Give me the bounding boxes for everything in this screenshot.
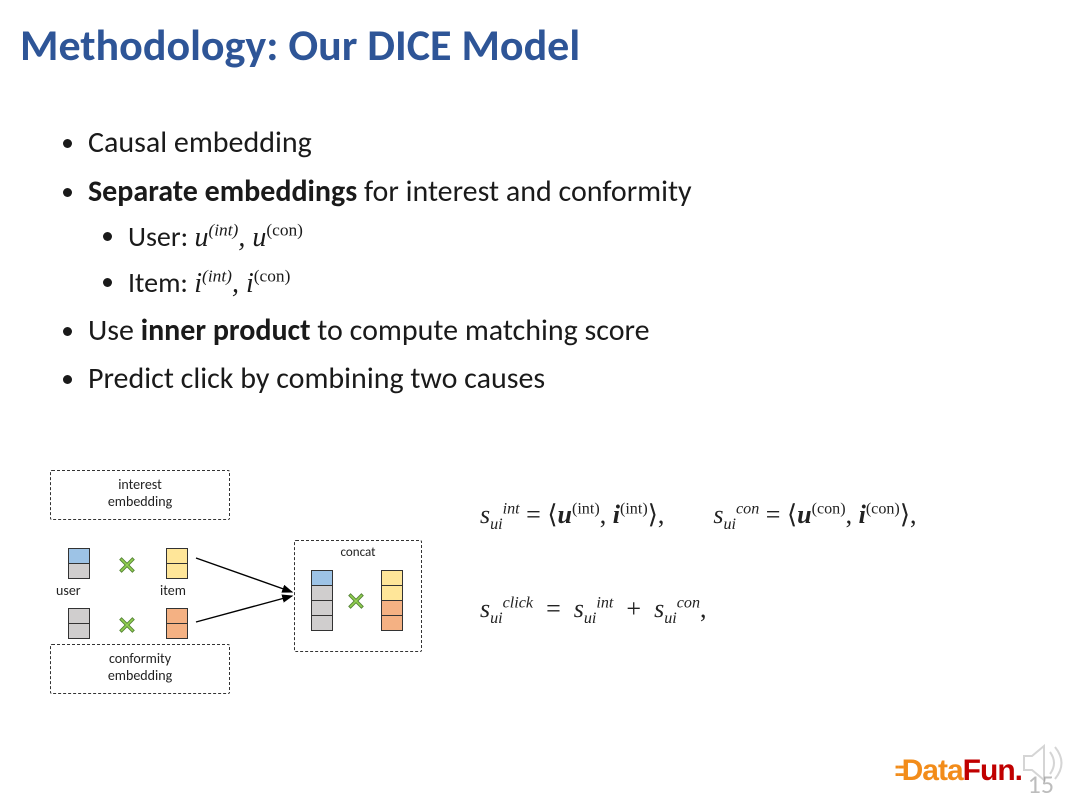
embedding-diagram: interest embedding conformity embedding … — [32, 470, 452, 730]
interest-embedding-box: interest embedding — [50, 470, 230, 520]
bullet-3-bold: inner product — [141, 312, 311, 349]
conformity-embedding-box: conformity embedding — [50, 644, 230, 694]
concat-label: concat — [295, 545, 421, 560]
bullet-2a-prefix: User: — [128, 219, 194, 254]
bullet-4: Predict click by combining two causes — [88, 356, 692, 403]
logo-dots: ::: — [894, 759, 902, 781]
inner-product-icon — [347, 592, 365, 610]
conform-label-line1: conformity — [51, 651, 229, 668]
conform-label-line2: embedding — [51, 668, 229, 685]
bullet-2b: Item: i(int), i(con) — [128, 261, 692, 305]
bullet-3: Use inner product to compute matching sc… — [88, 308, 692, 355]
concat-item-vec — [381, 570, 403, 630]
equation-row-1: suiint = ⟨u(int), i(int)⟩, suicon = ⟨u(c… — [480, 500, 1080, 534]
bullet-3-post: to compute matching score — [311, 312, 650, 349]
logo-data: Data — [902, 754, 963, 787]
bullet-3-pre: Use — [88, 312, 141, 349]
item-conform-vec — [166, 608, 188, 638]
bullet-2a: User: u(int), u(con) — [128, 215, 692, 259]
bullet-2b-prefix: Item: — [128, 265, 194, 300]
user-conform-vec — [68, 608, 90, 638]
bullet-2-rest: for interest and conformity — [357, 173, 691, 210]
bullet-2b-math: i(int), i(con) — [194, 268, 290, 299]
interest-label-line2: embedding — [51, 494, 229, 511]
inner-product-icon — [118, 556, 136, 574]
inner-product-icon — [118, 616, 136, 634]
equations: suiint = ⟨u(int), i(int)⟩, suicon = ⟨u(c… — [480, 500, 1080, 628]
bullet-list: Causal embedding Separate embeddings for… — [60, 120, 692, 405]
bullet-2-bold: Separate embeddings — [88, 173, 357, 210]
concat-user-vec — [311, 570, 333, 630]
concat-box: concat — [294, 540, 422, 652]
interest-label-line1: interest — [51, 477, 229, 494]
speaker-icon — [1020, 742, 1068, 784]
datafun-logo: :::DataFun. — [894, 754, 1022, 788]
bullet-2a-math: u(int), u(con) — [194, 222, 303, 253]
item-interest-vec — [166, 548, 188, 578]
user-interest-vec — [68, 548, 90, 578]
slide-title: Methodology: Our DICE Model — [20, 18, 580, 72]
equation-row-2: suiclick = suiint + suicon, — [480, 594, 1080, 628]
bullet-2: Separate embeddings for interest and con… — [88, 169, 692, 306]
bullet-1: Causal embedding — [88, 120, 692, 167]
logo-fun: Fun — [963, 754, 1015, 787]
item-label: item — [160, 582, 186, 599]
user-label: user — [56, 582, 81, 599]
arrow-to-concat-icon — [192, 530, 302, 650]
